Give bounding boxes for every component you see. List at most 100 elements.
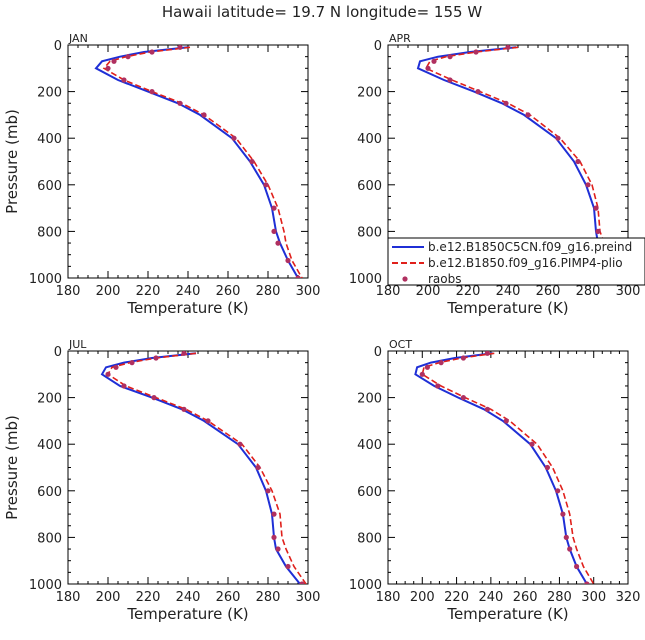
raobs-point xyxy=(567,546,573,552)
plot-area xyxy=(416,45,625,278)
raobs-point xyxy=(529,441,535,447)
raobs-point xyxy=(544,464,551,471)
y-tick-label: 800 xyxy=(357,531,382,546)
x-tick-label: 300 xyxy=(581,590,606,605)
x-tick-label: 220 xyxy=(456,284,481,299)
y-tick-label: 200 xyxy=(37,86,62,101)
raobs-point xyxy=(149,89,155,95)
x-tick-label: 280 xyxy=(547,590,572,605)
raobs-point xyxy=(177,100,183,106)
legend-entry: b.e12.B1850C5CN.f09_g16.preind xyxy=(392,240,632,254)
x-tick-label: 220 xyxy=(444,590,469,605)
legend: b.e12.B1850C5CN.f09_g16.preind b.e12.B185… xyxy=(387,237,645,286)
y-tick-label: 800 xyxy=(37,225,62,240)
raobs-point xyxy=(435,383,441,389)
plot-area xyxy=(94,45,303,278)
raobs-point xyxy=(181,351,187,356)
plot-area xyxy=(100,351,307,584)
y-tick-label: 800 xyxy=(357,225,382,240)
y-tick-label: 1000 xyxy=(349,272,382,287)
panel-jan: 180 200 220 240 260 280 300 0 200 400 600 800 1000 JA… xyxy=(3,32,320,317)
x-tick-label: 300 xyxy=(296,284,321,299)
x-tick-label: 260 xyxy=(513,590,538,605)
y-axis-label: Pressure (mb) xyxy=(3,109,21,214)
month-label: JAN xyxy=(68,32,88,45)
raobs-point xyxy=(237,441,243,447)
raobs-point xyxy=(595,228,601,234)
legend-label: raobs xyxy=(428,272,462,286)
y-tick-label: 400 xyxy=(37,132,62,147)
x-tick-label: 240 xyxy=(478,590,503,605)
raobs-point xyxy=(275,240,281,246)
raobs-point xyxy=(121,383,127,389)
x-axis-label: Temperature (K) xyxy=(126,299,248,317)
raobs-point xyxy=(438,360,444,366)
y-tick-label: 200 xyxy=(357,86,382,101)
x-axis-label: Temperature (K) xyxy=(446,299,568,317)
raobs-point xyxy=(424,364,430,370)
legend-label: b.e12.B1850C5CN.f09_g16.preind xyxy=(428,240,632,254)
y-tick-label: 0 xyxy=(374,39,382,54)
raobs-point xyxy=(584,581,590,584)
x-tick-label: 300 xyxy=(616,284,641,299)
x-tick-label: 260 xyxy=(536,284,561,299)
x-tick-label: 280 xyxy=(576,284,601,299)
preind-line xyxy=(94,46,299,278)
preind-line xyxy=(100,352,301,584)
panels-group: 180 200 220 240 260 280 300 0 200 400 600 800 1000 JA… xyxy=(3,32,645,623)
x-tick-label: 240 xyxy=(496,284,521,299)
raobs-point xyxy=(560,511,566,517)
month-label: OCT xyxy=(389,338,412,351)
plio-line xyxy=(106,352,307,584)
raobs-point xyxy=(505,45,511,50)
y-tick-label: 800 xyxy=(37,531,62,546)
raobs-point xyxy=(125,54,131,60)
raobs-point xyxy=(271,228,277,234)
raobs-point xyxy=(151,395,157,401)
raobs-point xyxy=(447,54,453,60)
raobs-point xyxy=(593,205,599,211)
preind-line xyxy=(416,46,619,278)
x-tick-label: 260 xyxy=(216,590,241,605)
raobs-point xyxy=(111,58,117,64)
y-tick-label: 1000 xyxy=(29,272,62,287)
preind-line xyxy=(414,352,588,584)
month-label: APR xyxy=(389,32,411,45)
raobs-point xyxy=(299,581,305,584)
y-tick-label: 400 xyxy=(357,438,382,453)
plot-frame xyxy=(67,350,309,585)
raobs-point xyxy=(473,49,479,55)
raobs-point xyxy=(460,395,466,401)
month-label: JUL xyxy=(68,338,87,351)
panel-oct: 180 200 220 240 260 280 300 320 0 200 400 600 800 100… xyxy=(349,338,641,623)
raobs-point xyxy=(121,77,127,83)
raobs-point xyxy=(201,112,207,118)
x-tick-label: 180 xyxy=(56,284,81,299)
raobs-point xyxy=(484,351,490,356)
x-tick-label: 200 xyxy=(416,284,441,299)
y-tick-label: 600 xyxy=(37,179,62,194)
y-tick-label: 200 xyxy=(37,392,62,407)
y-tick-label: 600 xyxy=(37,485,62,500)
raobs-point xyxy=(271,205,277,211)
raobs-point xyxy=(271,534,277,541)
legend-entry: b.e12.B1850.f09_g16.PIMP4-plio xyxy=(392,256,623,270)
raobs-point xyxy=(153,355,159,361)
y-tick-label: 1000 xyxy=(29,578,62,593)
raobs-point xyxy=(425,65,431,71)
raobs-point xyxy=(129,360,135,366)
x-tick-label: 200 xyxy=(96,590,121,605)
raobs-point xyxy=(431,58,437,64)
y-tick-label: 600 xyxy=(357,485,382,500)
x-axis-label: Temperature (K) xyxy=(446,605,568,623)
legend-entry: raobs xyxy=(402,272,462,286)
x-tick-label: 240 xyxy=(176,284,201,299)
raobs-point xyxy=(177,45,183,50)
y-tick-label: 400 xyxy=(37,438,62,453)
x-tick-label: 180 xyxy=(56,590,81,605)
x-axis-label: Temperature (K) xyxy=(126,605,248,623)
raobs-point xyxy=(105,371,111,377)
raobs-point xyxy=(574,563,580,570)
y-tick-label: 600 xyxy=(357,179,382,194)
x-tick-label: 180 xyxy=(376,590,401,605)
